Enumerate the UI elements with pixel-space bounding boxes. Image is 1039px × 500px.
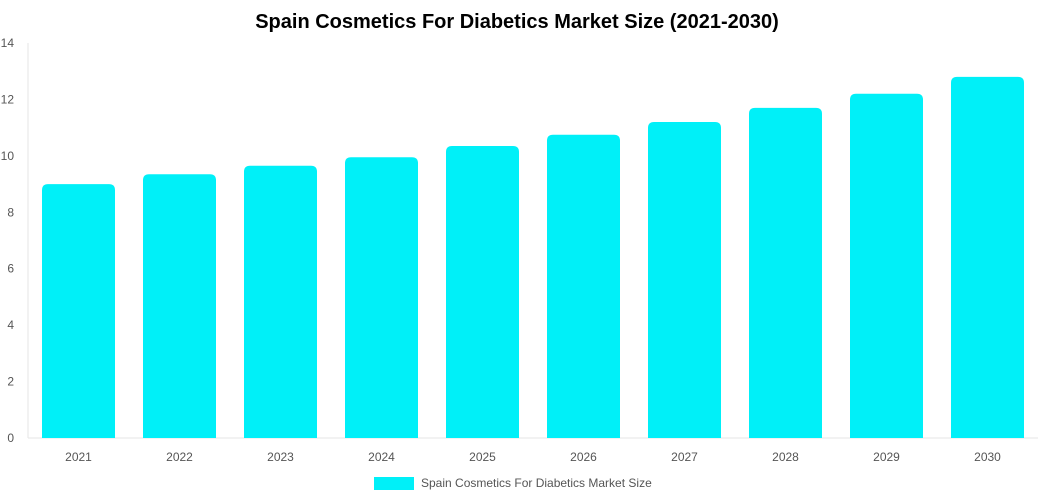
y-tick-label: 4 [7, 318, 14, 332]
legend-label[interactable]: Spain Cosmetics For Diabetics Market Siz… [421, 476, 652, 490]
chart-title: Spain Cosmetics For Diabetics Market Siz… [255, 11, 779, 33]
x-tick-label: 2027 [671, 450, 698, 464]
x-tick-label: 2021 [65, 450, 92, 464]
y-tick-label: 6 [7, 262, 14, 276]
y-tick-label: 0 [7, 431, 14, 445]
y-axis-ticks: 0 2 4 6 8 10 12 14 [1, 36, 15, 445]
bar-2022[interactable] [143, 174, 216, 439]
x-tick-label: 2024 [368, 450, 395, 464]
x-tick-label: 2025 [469, 450, 496, 464]
y-tick-label: 10 [1, 149, 15, 163]
x-tick-label: 2022 [166, 450, 193, 464]
y-tick-label: 2 [7, 375, 14, 389]
bar-2027[interactable] [648, 122, 721, 438]
bar-series [42, 76, 1024, 439]
x-tick-label: 2026 [570, 450, 597, 464]
bar-2021[interactable] [42, 184, 115, 438]
bar-2030[interactable] [951, 76, 1024, 438]
bar-2026[interactable] [547, 134, 620, 439]
y-tick-label: 14 [1, 36, 15, 50]
y-tick-label: 12 [1, 92, 15, 106]
bar-2024[interactable] [345, 157, 418, 438]
x-tick-label: 2030 [974, 450, 1001, 464]
x-tick-label: 2029 [873, 450, 900, 464]
x-tick-label: 2028 [772, 450, 799, 464]
bar-2023[interactable] [244, 165, 317, 438]
y-tick-label: 8 [7, 205, 14, 219]
bar-2029[interactable] [850, 93, 923, 439]
x-axis-ticks: 2021 2022 2023 2024 2025 2026 2027 2028 2029 2030 [65, 450, 1001, 464]
legend-swatch[interactable] [374, 477, 414, 490]
bar-2025[interactable] [446, 145, 519, 438]
bar-2028[interactable] [749, 107, 822, 439]
x-tick-label: 2023 [267, 450, 294, 464]
legend[interactable]: Spain Cosmetics For Diabetics Market Siz… [374, 476, 652, 490]
